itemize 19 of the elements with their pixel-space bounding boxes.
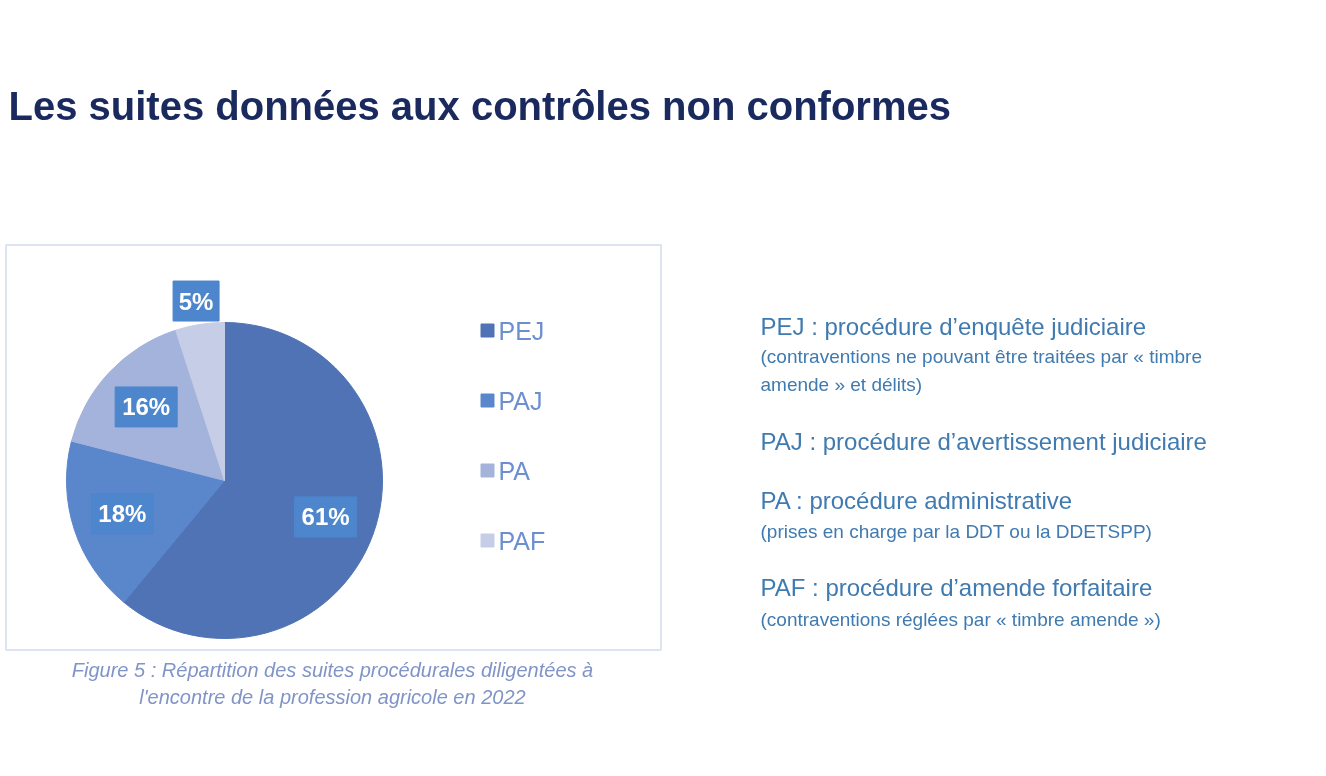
legend-label: PAJ bbox=[498, 386, 543, 415]
legend-label: PA bbox=[498, 456, 531, 485]
text: (prises en charge par la DDT ou la DDETSPP) bbox=[760, 521, 1152, 542]
data-label: 16% bbox=[122, 393, 171, 421]
text: amende » et délits) bbox=[760, 374, 923, 395]
data-label: 18% bbox=[98, 500, 147, 528]
text: PA : procédure administrative bbox=[760, 487, 1073, 514]
legend-label: PAF bbox=[498, 526, 546, 555]
data-label: 61% bbox=[301, 503, 350, 531]
text: (contraventions ne pouvant être traitées par « timbre bbox=[760, 346, 1202, 367]
text: PAF : procédure d’amende forfaitaire bbox=[760, 574, 1153, 601]
data-label: 5% bbox=[178, 287, 214, 315]
legend-label: PEJ bbox=[498, 316, 545, 345]
text: PEJ : procédure d’enquête judiciaire bbox=[760, 313, 1147, 340]
text: PAJ : procédure d’avertissement judiciaire bbox=[760, 428, 1207, 455]
caption: Figure 5 : Répartition des suites procédurales diligentées à bbox=[71, 658, 594, 681]
text: (contraventions réglées par « timbre amende ») bbox=[760, 609, 1161, 630]
chart-title: Les suites données aux contrôles non conformes bbox=[8, 83, 951, 128]
text: l'encontre de la profession agricole en 2022 bbox=[139, 685, 526, 708]
